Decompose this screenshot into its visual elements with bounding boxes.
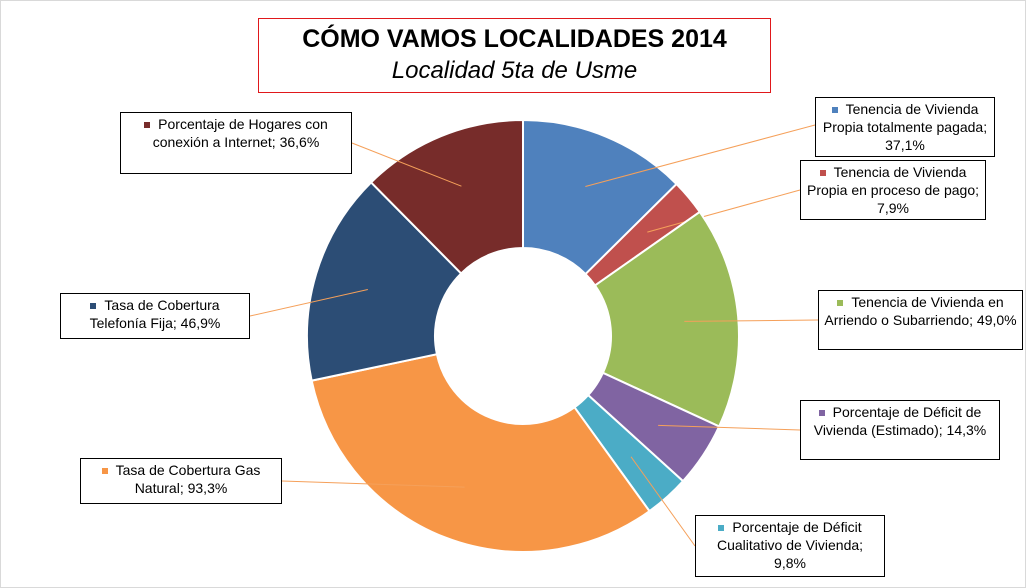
label-value: 93,3% bbox=[187, 480, 228, 496]
leader-line bbox=[281, 480, 465, 488]
leader-line bbox=[630, 456, 696, 547]
leader-line bbox=[647, 189, 801, 233]
chart-subtitle: Localidad 5ta de Usme bbox=[391, 57, 638, 84]
donut-slice bbox=[593, 210, 740, 428]
label-bullet bbox=[818, 410, 825, 417]
donut-slice bbox=[310, 353, 651, 553]
label-category: Porcentaje de Déficit de Vivienda (Estim… bbox=[813, 404, 982, 438]
data-label: Porcentaje de Hogares con conexión a Int… bbox=[120, 112, 352, 174]
label-category: Tenencia de Vivienda en Arriendo o Subar… bbox=[824, 294, 1004, 328]
data-label: Tenencia de Vivienda Propia totalmente p… bbox=[815, 97, 995, 157]
label-category: Tasa de Cobertura Telefonía Fija; bbox=[89, 297, 220, 331]
label-bullet bbox=[718, 525, 725, 532]
leader-line bbox=[658, 424, 801, 431]
label-bullet bbox=[819, 170, 826, 177]
label-value: 14,3% bbox=[946, 422, 987, 438]
label-bullet bbox=[101, 468, 108, 475]
leader-line bbox=[684, 319, 819, 322]
data-label: Porcentaje de Déficit de Vivienda (Estim… bbox=[800, 400, 1000, 460]
chart-title: CÓMO VAMOS LOCALIDADES 2014 bbox=[302, 25, 727, 53]
label-value: 49,0% bbox=[976, 312, 1017, 328]
label-value: 36,6% bbox=[279, 134, 320, 150]
donut-slice bbox=[522, 118, 678, 276]
title-box: CÓMO VAMOS LOCALIDADES 2014 Localidad 5t… bbox=[258, 18, 771, 93]
label-category: Tenencia de Vivienda Propia totalmente p… bbox=[822, 101, 988, 135]
label-bullet bbox=[831, 107, 838, 114]
data-label: Porcentaje de Déficit Cualitativo de Viv… bbox=[695, 515, 885, 577]
label-value: 46,9% bbox=[180, 315, 221, 331]
donut-slice bbox=[306, 180, 463, 382]
leader-line bbox=[585, 124, 816, 187]
label-bullet bbox=[90, 303, 97, 310]
label-bullet bbox=[144, 122, 151, 129]
label-bullet bbox=[837, 300, 844, 307]
data-label: Tasa de Cobertura Gas Natural; 93,3% bbox=[80, 458, 282, 504]
leader-line bbox=[351, 142, 462, 187]
label-value: 37,1% bbox=[885, 137, 925, 153]
label-value: 9,8% bbox=[774, 555, 806, 571]
label-category: Porcentaje de Hogares con conexión a Int… bbox=[152, 116, 328, 150]
donut-slice bbox=[369, 118, 524, 275]
label-category: Porcentaje de Déficit Cualitativo de Viv… bbox=[716, 519, 864, 553]
data-label: Tenencia de Vivienda Propia en proceso d… bbox=[800, 160, 986, 220]
label-category: Tenencia de Vivienda Propia en proceso d… bbox=[806, 164, 979, 198]
label-value: 7,9% bbox=[877, 200, 909, 216]
data-label: Tenencia de Vivienda en Arriendo o Subar… bbox=[818, 290, 1023, 350]
leader-line bbox=[249, 288, 368, 317]
label-category: Tasa de Cobertura Gas Natural; bbox=[115, 462, 261, 496]
data-label: Tasa de Cobertura Telefonía Fija; 46,9% bbox=[60, 293, 250, 339]
